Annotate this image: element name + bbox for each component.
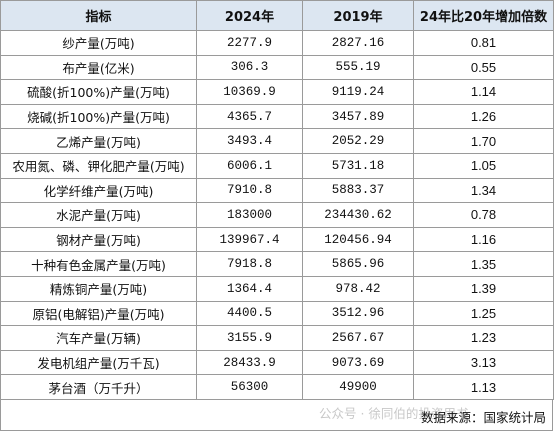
indicator-cell: 烧碱(折100%)产量(万吨) — [0, 103, 197, 130]
value-cell: 3512.96 — [302, 300, 414, 327]
value-cell: 306.3 — [196, 54, 303, 81]
value-cell: 1364.4 — [196, 275, 303, 302]
table-row: 发电机组产量(万千瓦) 28433.9 9073.69 3.13 — [0, 349, 554, 376]
header-cell: 2024年 — [196, 0, 303, 31]
value-cell: 1.16 — [413, 226, 554, 253]
value-cell: 7910.8 — [196, 177, 303, 204]
header-cell: 指标 — [0, 0, 197, 31]
value-cell: 183000 — [196, 202, 303, 228]
table-row: 乙烯产量(万吨) 3493.4 2052.29 1.70 — [0, 128, 554, 154]
value-cell: 28433.9 — [196, 349, 303, 376]
value-cell: 2567.67 — [302, 325, 414, 351]
source-note: 数据来源：国家统计局 — [420, 410, 546, 425]
value-cell: 3493.4 — [196, 128, 303, 154]
value-cell: 4365.7 — [196, 103, 303, 130]
value-cell: 978.42 — [302, 275, 414, 302]
value-cell: 0.55 — [413, 54, 554, 81]
footer: 公众号 · 徐同伯的投资用书 数据来源：国家统计局 — [0, 400, 553, 431]
value-cell: 1.25 — [413, 300, 554, 327]
value-cell: 120456.94 — [302, 226, 414, 253]
table-row: 水泥产量(万吨) 183000 234430.62 0.78 — [0, 202, 554, 228]
value-cell: 10369.9 — [196, 79, 303, 105]
indicator-cell: 钢材产量(万吨) — [0, 226, 197, 253]
value-cell: 3.13 — [413, 349, 554, 376]
indicator-cell: 硫酸(折100%)产量(万吨) — [0, 79, 197, 105]
value-cell: 7918.8 — [196, 251, 303, 277]
indicator-cell: 发电机组产量(万千瓦) — [0, 349, 197, 376]
indicator-cell: 水泥产量(万吨) — [0, 202, 197, 228]
value-cell: 1.70 — [413, 128, 554, 154]
table-body: 纱产量(万吨) 2277.9 2827.16 0.81 布产量(亿米) 306.3 555.… — [0, 30, 554, 400]
value-cell: 139967.4 — [196, 226, 303, 253]
indicator-cell: 十种有色金属产量(万吨) — [0, 251, 197, 277]
value-cell: 2052.29 — [302, 128, 414, 154]
value-cell: 2277.9 — [196, 30, 303, 56]
header-cell: 24年比20年增加倍数 — [413, 0, 554, 31]
indicator-cell: 乙烯产量(万吨) — [0, 128, 197, 154]
value-cell: 9073.69 — [302, 349, 414, 376]
indicator-cell: 农用氮、磷、钾化肥产量(万吨) — [0, 152, 197, 179]
table-row: 原铝(电解铝)产量(万吨) 4400.5 3512.96 1.25 — [0, 300, 554, 327]
table-row: 布产量(亿米) 306.3 555.19 0.55 — [0, 54, 554, 81]
value-cell: 1.05 — [413, 152, 554, 179]
value-cell: 1.39 — [413, 275, 554, 302]
indicator-cell: 原铝(电解铝)产量(万吨) — [0, 300, 197, 327]
value-cell: 1.14 — [413, 79, 554, 105]
watermark: 公众号 · 徐同伯的投资用书 — [319, 406, 469, 421]
table-row: 精炼铜产量(万吨) 1364.4 978.42 1.39 — [0, 275, 554, 302]
value-cell: 6006.1 — [196, 152, 303, 179]
table-row: 汽车产量(万辆) 3155.9 2567.67 1.23 — [0, 325, 554, 351]
value-cell: 1.13 — [413, 374, 554, 400]
value-cell: 1.35 — [413, 251, 554, 277]
indicator-cell: 汽车产量(万辆) — [0, 325, 197, 351]
value-cell: 0.78 — [413, 202, 554, 228]
table-row: 茅台酒（万千升） 56300 49900 1.13 — [0, 374, 554, 400]
table-row: 十种有色金属产量(万吨) 7918.8 5865.96 1.35 — [0, 251, 554, 277]
indicator-cell: 精炼铜产量(万吨) — [0, 275, 197, 302]
table-row: 纱产量(万吨) 2277.9 2827.16 0.81 — [0, 30, 554, 56]
value-cell: 49900 — [302, 374, 414, 400]
table-row: 农用氮、磷、钾化肥产量(万吨) 6006.1 5731.18 1.05 — [0, 152, 554, 179]
value-cell: 1.26 — [413, 103, 554, 130]
value-cell: 56300 — [196, 374, 303, 400]
value-cell: 3457.89 — [302, 103, 414, 130]
value-cell: 4400.5 — [196, 300, 303, 327]
value-cell: 2827.16 — [302, 30, 414, 56]
indicator-cell: 布产量(亿米) — [0, 54, 197, 81]
table-row: 烧碱(折100%)产量(万吨) 4365.7 3457.89 1.26 — [0, 103, 554, 130]
value-cell: 0.81 — [413, 30, 554, 56]
value-cell: 5731.18 — [302, 152, 414, 179]
table-row: 硫酸(折100%)产量(万吨) 10369.9 9119.24 1.14 — [0, 79, 554, 105]
indicator-cell: 纱产量(万吨) — [0, 30, 197, 56]
indicator-cell: 茅台酒（万千升） — [0, 374, 197, 400]
value-cell: 234430.62 — [302, 202, 414, 228]
header-cell: 2019年 — [302, 0, 414, 31]
indicator-cell: 化学纤维产量(万吨) — [0, 177, 197, 204]
value-cell: 5883.37 — [302, 177, 414, 204]
table-row: 化学纤维产量(万吨) 7910.8 5883.37 1.34 — [0, 177, 554, 204]
header-row: 指标 2024年 2019年 24年比20年增加倍数 — [0, 0, 554, 31]
value-cell: 1.23 — [413, 325, 554, 351]
value-cell: 555.19 — [302, 54, 414, 81]
table-row: 钢材产量(万吨) 139967.4 120456.94 1.16 — [0, 226, 554, 253]
data-table: 指标 2024年 2019年 24年比20年增加倍数 纱产量(万吨) 2277.9 282… — [0, 0, 554, 400]
value-cell: 5865.96 — [302, 251, 414, 277]
value-cell: 3155.9 — [196, 325, 303, 351]
value-cell: 9119.24 — [302, 79, 414, 105]
value-cell: 1.34 — [413, 177, 554, 204]
